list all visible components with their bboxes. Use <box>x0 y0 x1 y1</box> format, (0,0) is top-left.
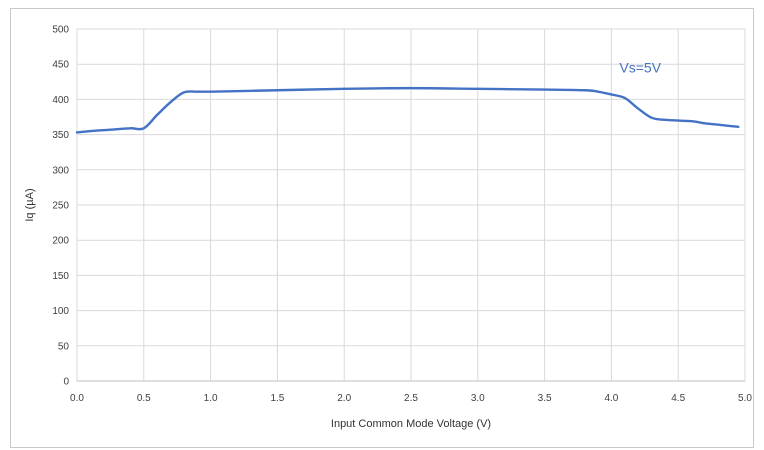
data-point <box>196 90 198 92</box>
data-point <box>343 88 345 90</box>
y-tick-label: 500 <box>52 25 69 36</box>
chart-frame: 0.0 0.5 1.0 1.5 2.0 2.5 3.0 3.5 4.0 4.5 5.0 0 50 100… <box>10 8 754 448</box>
x-tick-label: 5.0 <box>738 393 752 404</box>
data-point <box>690 120 692 122</box>
data-point <box>89 130 91 132</box>
line-chart: 0.0 0.5 1.0 1.5 2.0 2.5 3.0 3.5 4.0 4.5 5.0 0 50 100… <box>24 25 752 431</box>
x-tick-label: 3.0 <box>471 393 485 404</box>
data-point <box>169 101 171 103</box>
y-tick-labels: 0 50 100 150 200 250 300 350 400 450 500 <box>52 25 69 388</box>
x-tick-label: 4.0 <box>604 393 618 404</box>
x-tick-label: 3.5 <box>538 393 552 404</box>
data-point <box>737 126 739 128</box>
data-point <box>650 117 652 119</box>
series-line <box>75 86 740 134</box>
x-tick-label: 1.0 <box>204 393 218 404</box>
x-tick-labels: 0.0 0.5 1.0 1.5 2.0 2.5 3.0 3.5 4.0 4.5 5.0 <box>70 393 752 404</box>
data-point <box>209 90 211 92</box>
data-point <box>583 89 585 91</box>
data-point <box>156 114 158 116</box>
data-point <box>410 87 412 89</box>
y-tick-label: 200 <box>52 236 69 247</box>
y-tick-label: 300 <box>52 165 69 176</box>
data-point <box>143 127 145 129</box>
data-point <box>637 107 639 109</box>
data-point <box>109 128 111 130</box>
y-axis-title: Iq (µA) <box>24 188 36 221</box>
x-tick-label: 1.5 <box>270 393 284 404</box>
data-point <box>610 93 612 95</box>
x-axis-title: Input Common Mode Voltage (V) <box>331 418 491 430</box>
data-point <box>704 122 706 124</box>
x-tick-label: 0.5 <box>137 393 151 404</box>
y-tick-label: 0 <box>63 377 69 388</box>
y-tick-label: 400 <box>52 95 69 106</box>
annotation-vs: Vs=5V <box>619 60 661 76</box>
data-point <box>276 89 278 91</box>
data-point <box>597 90 599 92</box>
data-point <box>717 124 719 126</box>
y-tick-label: 250 <box>52 201 69 212</box>
data-point <box>543 88 545 90</box>
data-point <box>664 119 666 121</box>
y-tick-label: 450 <box>52 60 69 71</box>
data-point <box>624 97 626 99</box>
data-point <box>477 88 479 90</box>
x-tick-label: 2.5 <box>404 393 418 404</box>
data-point <box>129 127 131 129</box>
grid-lines <box>76 28 746 382</box>
y-tick-label: 350 <box>52 130 69 141</box>
x-tick-label: 2.0 <box>337 393 351 404</box>
y-tick-label: 150 <box>52 271 69 282</box>
y-tick-label: 50 <box>58 341 70 352</box>
y-tick-label: 100 <box>52 306 69 317</box>
data-point <box>76 131 78 133</box>
data-point <box>183 91 185 93</box>
x-tick-label: 4.5 <box>671 393 685 404</box>
x-tick-label: 0.0 <box>70 393 84 404</box>
